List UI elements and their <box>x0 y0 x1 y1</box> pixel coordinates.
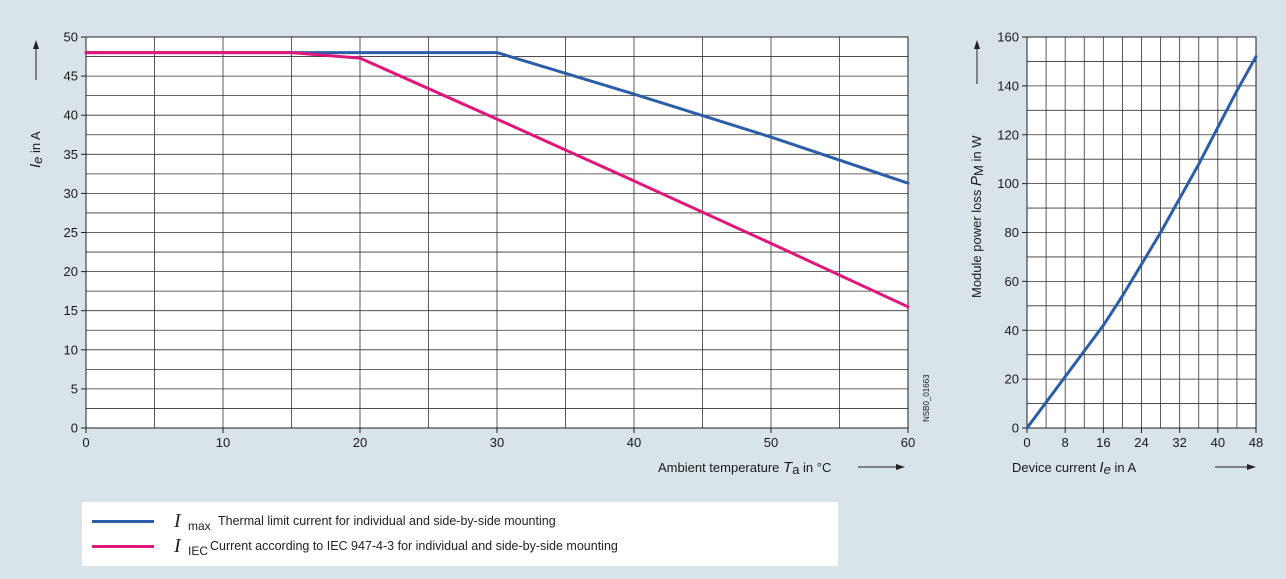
right-xtick-label-0: 0 <box>1023 435 1030 450</box>
right-series-line-series-0 <box>1025 55 1258 430</box>
right-ytick-label-100: 100 <box>997 176 1019 191</box>
right-xaxis-label: Device current Ie in A <box>1012 459 1136 477</box>
legend-swatch-iiec <box>92 545 154 548</box>
legend-item-imax: I max Thermal limit current for individu… <box>82 510 838 534</box>
right-xlabel-subscript: e <box>1104 462 1111 477</box>
right-xtick-label-24: 24 <box>1134 435 1148 450</box>
right-xlabel-suffix: in A <box>1111 460 1137 475</box>
left-ytick-label-40: 40 <box>64 108 78 123</box>
left-ylabel-suffix: in A <box>28 131 43 157</box>
left-ylabel-subscript: e <box>30 157 45 164</box>
left-ytick-label-30: 30 <box>64 186 78 201</box>
left-xlabel-prefix: Ambient temperature <box>658 460 783 475</box>
left-xtick-label-30: 30 <box>490 435 504 450</box>
left-ytick-label-50: 50 <box>64 30 78 45</box>
legend: I max Thermal limit current for individu… <box>82 502 838 566</box>
legend-symbol-iiec: I <box>174 535 181 557</box>
right-ytick-label-60: 60 <box>1005 274 1019 289</box>
right-ytick-label-40: 40 <box>1005 323 1019 338</box>
right-yaxis-arrow-head <box>974 40 980 49</box>
right-xaxis-arrow-head <box>1247 464 1256 470</box>
left-ytick-label-45: 45 <box>64 69 78 84</box>
left-gridlines <box>85 36 909 429</box>
left-xlabel-symbol: T <box>783 459 794 476</box>
figure-code-label: NSB0_01663 <box>922 374 931 422</box>
left-yaxis-label: Ie in A <box>27 131 45 168</box>
left-ytick-label-0: 0 <box>71 421 78 436</box>
legend-text-imax: Thermal limit current for individual and… <box>218 514 556 528</box>
right-ylabel-prefix: Module power loss <box>969 186 984 298</box>
legend-subscript-imax: max <box>188 519 211 533</box>
chart-power-loss: 0 20 40 60 80 100 120 140 160 0 8 16 24 32 40 48 Device … <box>968 30 1263 478</box>
right-xtick-label-40: 40 <box>1211 435 1225 450</box>
left-xtick-label-50: 50 <box>764 435 778 450</box>
right-ytick-label-160: 160 <box>997 30 1019 45</box>
left-ytick-label-25: 25 <box>64 225 78 240</box>
right-xlabel-symbol: I <box>1099 459 1103 476</box>
left-xtick-label-20: 20 <box>353 435 367 450</box>
left-ylabel-symbol: I <box>27 164 44 168</box>
left-ytick-label-10: 10 <box>64 342 78 357</box>
right-xtick-label-48: 48 <box>1249 435 1263 450</box>
right-ylabel-suffix: in W <box>969 135 984 165</box>
right-ytick-label-120: 120 <box>997 127 1019 142</box>
right-ytick-label-80: 80 <box>1005 225 1019 240</box>
right-xtick-label-32: 32 <box>1172 435 1186 450</box>
left-xtick-label-40: 40 <box>627 435 641 450</box>
left-ytick-label-15: 15 <box>64 303 78 318</box>
left-xtick-label-60: 60 <box>901 435 915 450</box>
left-xlabel-suffix: in °C <box>799 460 831 475</box>
legend-symbol-imax: I <box>174 510 181 532</box>
left-xlabel-subscript: a <box>792 462 800 477</box>
left-xtick-label-0: 0 <box>82 435 89 450</box>
right-ytick-label-140: 140 <box>997 78 1019 93</box>
left-xaxis-arrow-head <box>896 464 905 470</box>
legend-swatch-imax <box>92 520 154 523</box>
right-ytick-label-0: 0 <box>1012 421 1019 436</box>
left-xtick-label-10: 10 <box>216 435 230 450</box>
left-ytick-label-20: 20 <box>64 264 78 279</box>
right-xlabel-prefix: Device current <box>1012 460 1099 475</box>
right-ytick-label-20: 20 <box>1005 372 1019 387</box>
left-ytick-label-35: 35 <box>64 147 78 162</box>
left-yaxis-arrow-head <box>33 40 39 49</box>
right-ylabel-symbol: P <box>968 176 985 186</box>
left-series-line-iiec <box>84 51 910 309</box>
legend-text-iiec: Current according to IEC 947-4-3 for ind… <box>210 539 618 553</box>
legend-subscript-iiec: IEC <box>188 544 209 558</box>
chart-temperature-derating: 0 5 10 15 20 25 30 35 40 45 50 0 10 20 30 40 50 60 Ambient… <box>27 30 931 478</box>
right-xtick-label-8: 8 <box>1062 435 1069 450</box>
right-ylabel-subscript: M <box>971 165 986 176</box>
left-xaxis-label: Ambient temperature Ta in °C <box>658 459 831 477</box>
right-yaxis-label: Module power loss PM in W <box>968 135 986 298</box>
left-ytick-label-5: 5 <box>71 381 78 396</box>
legend-item-iiec: I IEC Current according to IEC 947-4-3 f… <box>82 535 838 559</box>
right-xtick-label-16: 16 <box>1096 435 1110 450</box>
